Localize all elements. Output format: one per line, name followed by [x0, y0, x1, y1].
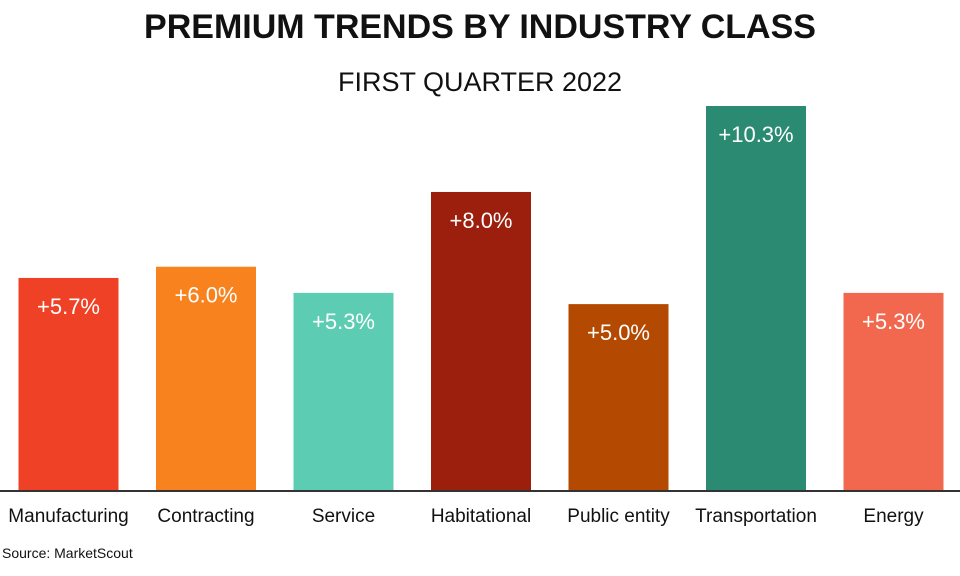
chart-subtitle: FIRST QUARTER 2022: [338, 67, 622, 97]
category-label: Habitational: [431, 506, 531, 527]
source-note: Source: MarketScout: [2, 545, 133, 561]
bar-value-label: +5.0%: [587, 320, 650, 345]
category-label: Manufacturing: [8, 506, 128, 527]
bar-value-label: +6.0%: [175, 283, 238, 308]
bar-value-label: +10.3%: [718, 122, 793, 147]
category-label: Public entity: [567, 506, 670, 527]
bar-transportation: [706, 106, 806, 491]
bar-habitational: [431, 191, 531, 491]
category-label: Contracting: [157, 506, 254, 527]
category-label: Energy: [863, 506, 924, 527]
bar-manufacturing: [18, 277, 119, 491]
bars-group: +5.7% Manufacturing +6.0% Contracting +5.3% S…: [8, 106, 944, 527]
bar-public-entity: [568, 304, 669, 491]
bar-contracting: [156, 266, 256, 491]
bar-value-label: +5.3%: [312, 309, 375, 334]
chart-title: PREMIUM TRENDS BY INDUSTRY CLASS: [144, 8, 816, 46]
category-label: Transportation: [695, 506, 817, 527]
bar-value-label: +8.0%: [450, 208, 513, 233]
bar-energy: [843, 292, 944, 491]
category-label: Service: [312, 506, 375, 527]
bar-value-label: +5.7%: [37, 294, 100, 319]
bar-service: [293, 292, 394, 491]
bar-value-label: +5.3%: [862, 309, 925, 334]
